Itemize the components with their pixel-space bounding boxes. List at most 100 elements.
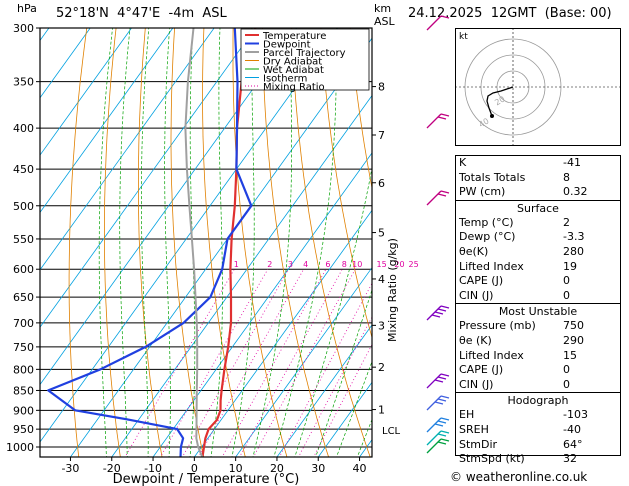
legend: Temperature Dewpoint Parcel Trajectory D…	[240, 28, 370, 93]
wind-barb	[426, 430, 442, 446]
wind-barb-flag	[440, 15, 450, 19]
mixing-ratio-label: 25	[409, 260, 419, 269]
surface-row: CAPE (J) 0	[459, 274, 617, 289]
most-unstable-row: Pressure (mb) 750	[459, 319, 617, 334]
isotherm-line	[40, 28, 174, 214]
km-tick-label: 3	[378, 319, 385, 332]
wind-barb-flag	[437, 376, 447, 380]
km-tick-label: 2	[378, 361, 385, 374]
hodograph-table-title: Hodograph	[507, 394, 569, 408]
mixing-ratio-label: 10	[352, 260, 362, 269]
wet-adiabat-line	[294, 166, 372, 457]
wind-barb-flag	[440, 373, 450, 377]
hodograph: kt 20 40	[455, 28, 621, 146]
wind-barb	[426, 113, 442, 129]
mixing-ratio-label: 4	[303, 260, 308, 269]
legend-dry-adiabat: Dry Adiabat	[263, 57, 322, 68]
surface-label: Lifted Index	[459, 259, 524, 273]
pressure-tick-label: 300	[13, 22, 34, 35]
wind-barb-flag	[440, 113, 450, 117]
wind-barb-flag	[434, 311, 444, 315]
footer-credit: © weatheronline.co.uk	[450, 470, 588, 484]
hodograph-index-row: StmDir 64°	[459, 438, 617, 453]
wind-barb	[426, 15, 442, 31]
hodograph-index-value: 32	[563, 452, 577, 466]
pressure-tick-label: 650	[13, 291, 34, 304]
dry-adiabat-line	[68, 28, 88, 457]
km-label: km	[374, 2, 392, 15]
mixing-ratio-label: 1	[234, 260, 239, 269]
most-unstable-row: CIN (J) 0	[459, 378, 617, 393]
wind-barb-flag	[437, 441, 447, 445]
lcl-label: LCL	[382, 426, 401, 437]
most-unstable-label: Lifted Index	[459, 348, 524, 362]
most-unstable-row: CAPE (J) 0	[459, 363, 617, 378]
most-unstable-value: 750	[563, 319, 584, 333]
hodograph-index-label: StmDir	[459, 437, 498, 451]
mixing-ratio-label: 20	[394, 260, 404, 269]
wind-barb-flag	[437, 193, 447, 197]
legend-mixing-ratio: Mixing Ratio	[263, 82, 325, 93]
parcel-trajectory-line	[184, 28, 204, 457]
temperature-tick-label: 40	[353, 462, 367, 475]
wind-barb-flag	[431, 314, 441, 318]
wind-barb-flag	[440, 430, 450, 434]
wind-barb	[426, 438, 442, 454]
pressure-tick-label: 950	[13, 423, 34, 436]
wind-barb-flag	[437, 116, 447, 120]
km-tick-label: 4	[378, 273, 385, 286]
wind-barb	[426, 373, 442, 389]
km-tick-label: 1	[378, 404, 385, 417]
surface-row: CIN (J) 0	[459, 289, 617, 304]
index-value: 8	[563, 170, 570, 184]
surface-label: Dewp (°C)	[459, 230, 516, 244]
surface-label: θe(K)	[459, 244, 489, 258]
most-unstable-label: Pressure (mb)	[459, 319, 536, 333]
surface-label: Temp (°C)	[459, 215, 514, 229]
dry-adiabat-line	[202, 28, 246, 457]
mixing-ratio-label: 15	[377, 260, 387, 269]
dry-adiabat-line	[232, 28, 288, 457]
wind-barb-flag	[440, 395, 450, 399]
index-label: K	[459, 156, 467, 169]
datetime-label: 24.12.2025 12GMT (Base: 00)	[408, 6, 612, 21]
temperature-tick-label: 20	[270, 462, 284, 475]
dry-adiabat-line	[104, 28, 121, 457]
pressure-tick-label: 750	[13, 341, 34, 354]
wet-adiabat-line	[252, 28, 292, 457]
mixing-ratio-line	[239, 269, 343, 457]
index-label: PW (cm)	[459, 185, 506, 199]
index-row: Totals Totals 8	[459, 171, 617, 186]
most-unstable-section: Most Unstable Pressure (mb) 750 θe (K) 290 L…	[456, 304, 620, 394]
legend-temperature: Temperature	[262, 31, 326, 42]
mixing-ratio-line	[221, 269, 327, 457]
hodograph-index-row: StmSpd (kt) 32	[459, 452, 617, 467]
mixing-ratio-axis-label: Mixing Ratio (g/kg)	[386, 238, 399, 342]
isotherm-line	[40, 28, 215, 271]
temperature-tick-label: -10	[144, 462, 162, 475]
most-unstable-title: Most Unstable	[498, 305, 578, 319]
dry-adiabat-line	[291, 28, 371, 457]
wet-adiabat-line	[210, 28, 223, 457]
hodograph-index-value: -103	[563, 408, 588, 422]
wind-barb-flag	[434, 423, 444, 427]
pressure-tick-label: 350	[13, 76, 34, 89]
wind-barb	[426, 417, 442, 433]
km-tick-label: 7	[378, 129, 385, 142]
most-unstable-value: 0	[563, 363, 570, 377]
mixing-ratio-line	[298, 316, 372, 457]
indices-basic: K -41 Totals Totals 8 PW (cm) 0.32	[456, 156, 620, 201]
location-label: 52°18'N 4°47'E -4m ASL	[56, 6, 227, 21]
km-tick-label: 8	[378, 81, 385, 94]
dry-adiabat-line	[261, 28, 330, 457]
dry-adiabat-line	[349, 28, 372, 191]
mixing-ratio-label: 6	[325, 260, 330, 269]
pressure-tick-label: 400	[13, 122, 34, 135]
hpa-label: hPa	[17, 2, 37, 15]
surface-row: Lifted Index 19	[459, 260, 617, 275]
km-tick-label: 5	[378, 227, 385, 240]
surface-value: 2	[563, 215, 570, 229]
hodograph-ring-20: 20	[493, 94, 506, 107]
dry-adiabat-line	[320, 28, 372, 339]
temperature-tick-label: 0	[191, 462, 198, 475]
